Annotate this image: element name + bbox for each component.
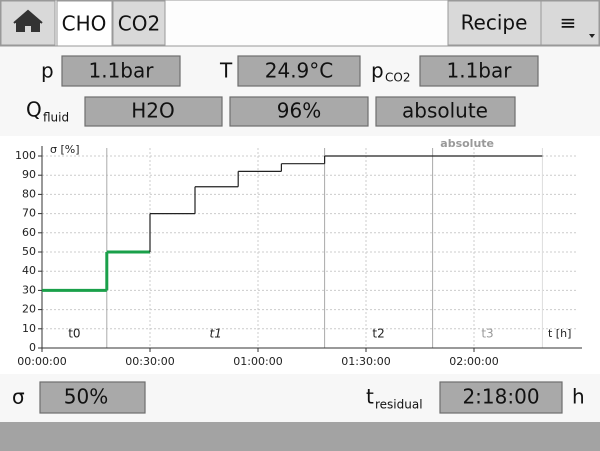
x-tick-label: 01:00:00 xyxy=(233,355,282,368)
field-label: σ xyxy=(12,385,25,409)
field-subscript: fluid xyxy=(43,111,69,125)
tab-label: CO2 xyxy=(118,12,160,36)
recipe-button[interactable] xyxy=(447,0,542,46)
field-value: 1.1bar xyxy=(89,59,155,83)
field-value: 96% xyxy=(277,99,321,123)
button-label: Recipe xyxy=(461,11,528,35)
x-tick-label: 00:00:00 xyxy=(17,355,66,368)
y-tick-label: 100 xyxy=(15,149,36,162)
home-icon xyxy=(13,9,43,32)
cho-tab[interactable] xyxy=(56,0,113,47)
field-unit: h xyxy=(572,385,585,409)
status-bar xyxy=(0,422,600,451)
x-axis-label: t [h] xyxy=(548,327,571,340)
value-box xyxy=(439,381,563,414)
field-value: 50% xyxy=(64,385,108,409)
value-box[interactable] xyxy=(375,96,516,127)
value-box xyxy=(39,381,146,414)
value-box[interactable] xyxy=(84,96,223,127)
y-tick-label: 50 xyxy=(22,245,36,258)
value-box xyxy=(61,55,181,87)
y-tick-label: 0 xyxy=(29,341,36,354)
phase-label: t3 xyxy=(481,327,493,341)
phase-label: t1 xyxy=(210,327,222,341)
field-subscript: CO2 xyxy=(385,71,410,85)
field-value: H2O xyxy=(131,99,175,123)
field-label: t xyxy=(366,385,374,409)
menu-arrow xyxy=(589,34,595,38)
field-label: Q xyxy=(26,98,42,122)
field-value: absolute xyxy=(402,99,488,123)
y-tick-label: 20 xyxy=(22,303,36,316)
chart-background xyxy=(0,136,600,374)
y-tick-label: 70 xyxy=(22,207,36,220)
y-tick-label: 40 xyxy=(22,264,36,277)
chart-annotation: absolute xyxy=(440,137,494,150)
chart: σ [%] t [h] absolute 0 10 20 30 40 50 60 70 80 90… xyxy=(15,137,582,368)
field-label: T xyxy=(219,59,233,83)
x-tick-label: 01:30:00 xyxy=(341,355,390,368)
tab-label: CHO xyxy=(62,12,107,36)
value-box[interactable] xyxy=(229,96,369,127)
y-tick-label: 30 xyxy=(22,283,36,296)
y-axis-label: σ [%] xyxy=(50,143,80,156)
field-value: 1.1bar xyxy=(447,59,513,83)
field-label: p xyxy=(41,59,54,83)
phase-label: t2 xyxy=(372,327,384,341)
y-tick-label: 10 xyxy=(22,322,36,335)
phase-label: t0 xyxy=(68,327,80,341)
value-box xyxy=(419,55,539,87)
value-box xyxy=(237,55,361,87)
button-label: ≡ xyxy=(560,11,577,35)
y-tick-label: 60 xyxy=(22,226,36,239)
field-label: p xyxy=(371,59,384,83)
y-tick-label: 90 xyxy=(22,168,36,181)
x-tick-label: 00:30:00 xyxy=(125,355,174,368)
x-tick-label: 02:00:00 xyxy=(449,355,498,368)
field-subscript: residual xyxy=(375,398,423,412)
co2-tab[interactable] xyxy=(112,0,166,46)
y-tick-label: 80 xyxy=(22,187,36,200)
menu-button[interactable] xyxy=(540,0,600,46)
field-value: 24.9°C xyxy=(265,59,334,83)
field-value: 2:18:00 xyxy=(462,385,539,409)
